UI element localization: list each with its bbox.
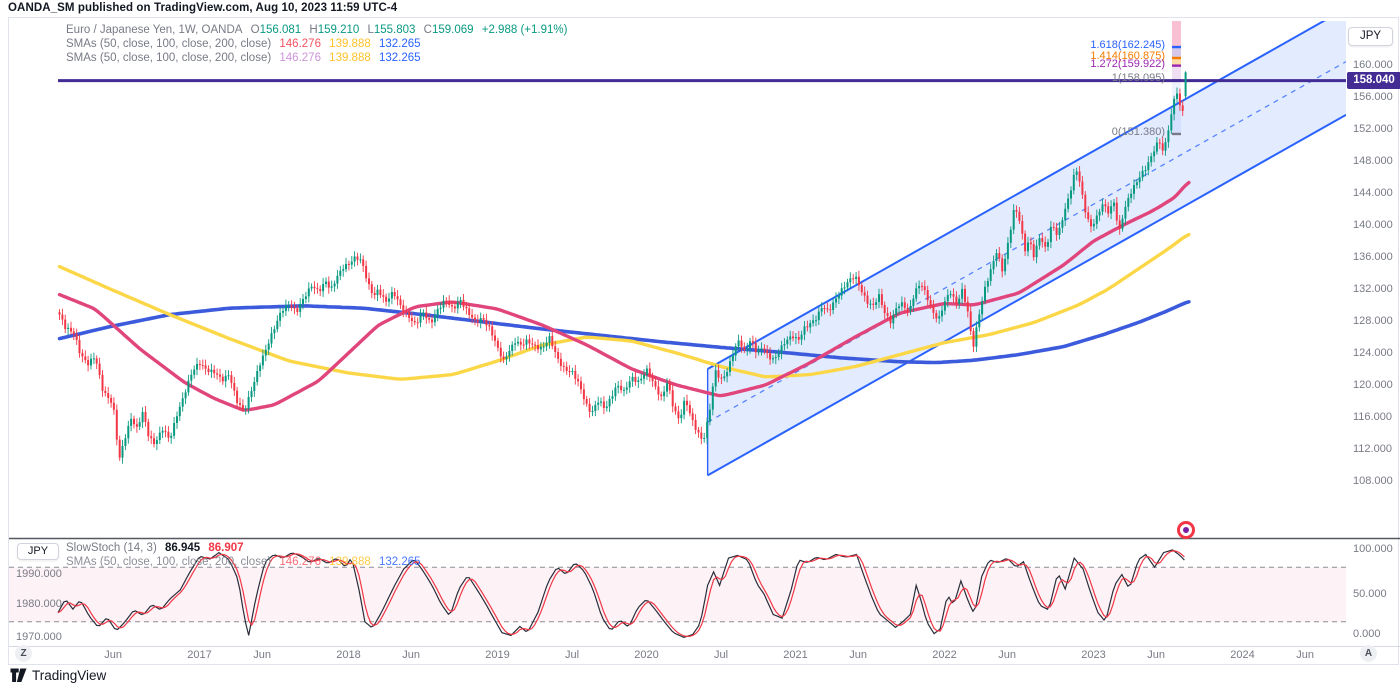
price-axis-label: 116.000	[1353, 410, 1392, 423]
time-axis-label: Jun	[402, 649, 420, 661]
fib-level-label: 1(158.095)	[1111, 72, 1165, 85]
price-axis-label: 140.000	[1353, 218, 1393, 231]
time-axis-label: 2018	[336, 649, 361, 661]
price-axis-label: 160.000	[1353, 58, 1393, 71]
main-legend: Euro / Japanese Yen, 1W, OANDA O156.081 …	[66, 23, 567, 65]
timezone-button[interactable]: Z	[15, 645, 32, 662]
time-axis-label: Jun	[998, 649, 1016, 661]
sma-50-line	[57, 180, 1191, 412]
fib-level-label: 1.272(159.922)	[1090, 57, 1165, 70]
attribution-text: OANDA_SM published on TradingView.com, A…	[8, 2, 398, 14]
time-axis-label: 2024	[1230, 649, 1255, 661]
time-axis-label: Jun	[849, 649, 867, 661]
sma-legend-row-2: SMAs (50, close, 100, close, 200, close)…	[66, 52, 421, 64]
trend-channel[interactable]	[706, 18, 1346, 477]
fib-level-label: 0(151.380)	[1111, 125, 1165, 138]
tradingview-logo-text[interactable]: TradingView	[32, 668, 107, 683]
sma-legend-row-1: SMAs (50, close, 100, close, 200, close)…	[66, 38, 421, 50]
stoch-k-line	[57, 549, 1185, 638]
stoch-left-scale-label: 1980.000	[16, 597, 62, 610]
close-value: 159.069	[431, 24, 474, 36]
stoch-legend: SlowStoch (14, 3) 86.945 86.907 SMAs (50…	[66, 541, 421, 569]
sma100-value: 139.888	[329, 38, 371, 50]
auto-scale-button[interactable]: A	[1360, 645, 1377, 662]
price-axis-label: 152.000	[1353, 122, 1393, 135]
time-axis-label: 2019	[485, 649, 510, 661]
fib-level-label: 1.414(160.875)	[1090, 50, 1165, 62]
candlestick-series	[58, 71, 1187, 464]
sma50-alt-value: 146.276	[279, 52, 321, 64]
price-axis-label: 156.000	[1353, 90, 1393, 103]
sma100-alt-value: 139.888	[329, 52, 371, 64]
stoch-name: SlowStoch	[66, 542, 121, 554]
price-axis-label: 136.000	[1353, 250, 1393, 263]
stoch-axis-label: 50.000	[1353, 588, 1387, 600]
time-axis-label: 2020	[634, 649, 659, 661]
high-value: 159.210	[317, 24, 360, 36]
chart-canvas[interactable]	[9, 18, 1400, 666]
fib-level-label: 1.618(162.245)	[1090, 39, 1165, 52]
stoch-left-scale-label: 1970.000	[16, 630, 62, 643]
stoch-legend-row: SlowStoch (14, 3) 86.945 86.907	[66, 542, 244, 554]
time-axis-label: 2023	[1081, 649, 1106, 661]
open-value: 156.081	[259, 24, 302, 36]
price-axis-label: 120.000	[1353, 378, 1393, 391]
stoch-d-line	[57, 550, 1185, 638]
price-axis-label: 124.000	[1353, 346, 1393, 359]
sma-200-line	[57, 300, 1191, 365]
time-axis-label: 2022	[932, 649, 957, 661]
time-axis-label: Jun	[104, 649, 122, 661]
stoch-pane-currency-button[interactable]: JPY	[17, 543, 59, 560]
price-axis-label: 148.000	[1353, 154, 1393, 167]
target-marker-icon	[1177, 521, 1195, 539]
stoch-sma-overlay-row: SMAs (50, close, 100, close, 200, close)…	[66, 556, 421, 568]
chart-widget: Euro / Japanese Yen, 1W, OANDA O156.081 …	[8, 17, 1400, 666]
time-axis-label: Jun	[1296, 649, 1314, 661]
sma-100-line	[57, 232, 1191, 381]
price-axis-label: 128.000	[1353, 314, 1393, 327]
time-axis-label: Jun	[1147, 649, 1165, 661]
stoch-left-scale-label: 1990.000	[16, 567, 62, 580]
currency-button-top[interactable]: JPY	[1348, 27, 1393, 46]
price-axis-label: 144.000	[1353, 186, 1393, 199]
change-value: +2.988 (+1.91%)	[481, 24, 568, 36]
time-axis-label: Jul	[565, 649, 580, 661]
stoch-axis-label: 0.000	[1353, 627, 1381, 640]
time-axis-label: 2021	[783, 649, 808, 661]
low-value: 155.803	[373, 24, 416, 36]
price-axis-label: 132.000	[1353, 282, 1393, 295]
footer: TradingView	[10, 668, 106, 683]
time-axis-label: Jul	[714, 649, 729, 661]
sma200-alt-value: 132.265	[378, 52, 421, 64]
symbol-title: Euro / Japanese Yen, 1W, OANDA	[66, 24, 243, 36]
tradingview-logo-icon	[10, 668, 27, 682]
sma50-value: 146.276	[279, 38, 321, 50]
price-axis-label: 108.000	[1353, 474, 1393, 487]
stoch-d-value: 86.907	[208, 542, 244, 554]
sma200-value: 132.265	[378, 38, 421, 50]
last-price-badge: 158.040	[1347, 72, 1400, 90]
time-axis-label: 2017	[187, 649, 212, 661]
stochastic-pane	[9, 549, 1346, 638]
fib-extension-drawing[interactable]	[1172, 21, 1181, 136]
symbol-legend-row: Euro / Japanese Yen, 1W, OANDA O156.081 …	[66, 24, 568, 36]
time-axis-label: Jun	[253, 649, 271, 661]
price-axis-label: 112.000	[1353, 442, 1392, 455]
stoch-axis-label: 100.000	[1353, 542, 1393, 555]
stoch-k-value: 86.945	[165, 542, 201, 554]
